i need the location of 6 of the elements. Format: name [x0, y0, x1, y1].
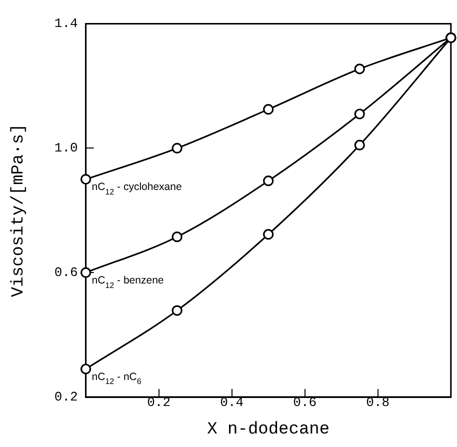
y-tick-label: 0.6 — [54, 265, 78, 280]
x-axis-title: X n-dodecane — [207, 420, 330, 440]
y-tick-label: 1.4 — [54, 16, 78, 32]
x-tick-label: 0.4 — [220, 395, 244, 410]
y-axis-title: Viscosity/[mPa·s] — [10, 124, 29, 298]
y-tick-label: 1.0 — [54, 140, 78, 156]
